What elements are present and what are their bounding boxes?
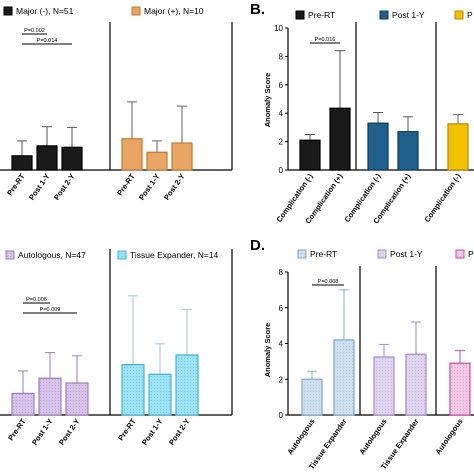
y-tick-label-b: 2 [279, 138, 284, 147]
legend-label-d-1: Post 1-Y [390, 249, 423, 259]
x-tick-label-a: Post 2-Y [162, 172, 187, 202]
bar-d [333, 339, 355, 416]
y-tick-label-d: 4 [279, 340, 284, 349]
bar-c [121, 364, 145, 416]
x-tick-label-c: Pre-RT [6, 417, 28, 443]
legend-label-a-1: Major (+), N=10 [144, 6, 204, 16]
p-value-label: P=0.002 [24, 28, 45, 34]
x-tick-label-c: Post 2-Y [167, 417, 192, 447]
legend-label-b-1: Post 1-Y [392, 10, 425, 20]
legend-label-c-1: Tissue Expander, N=14 [130, 250, 219, 260]
bar-b [397, 131, 419, 171]
legend-swatch-b-2 [454, 10, 464, 20]
bar-b [329, 107, 351, 171]
legend-swatch-c-0 [5, 250, 15, 260]
legend-label-d-2: Pe [468, 249, 474, 259]
x-tick-label-a: Pre-RT [5, 172, 27, 198]
legend-swatch-a-0 [3, 6, 13, 16]
bar-d [373, 356, 395, 416]
panel-label-d: D. [250, 237, 265, 254]
panel-label-b: B. [250, 1, 265, 18]
x-tick-label-a: Post 2-Y [52, 172, 77, 202]
y-tick-label-b: 8 [279, 52, 284, 61]
x-tick-label-a: Pre-RT [115, 172, 137, 198]
legend-label-c-0: Autologous, N=47 [18, 250, 86, 260]
bar-a [36, 145, 58, 171]
bar-c [11, 392, 35, 416]
bar-a [121, 138, 143, 171]
x-tick-label-c: Post 1-Y [30, 417, 55, 447]
panel-c: Autologous, N=47 Tissue Expander, N=14 Pre… [0, 249, 233, 447]
p-value-label: P=0.009 [40, 307, 61, 313]
legend-swatch-b-1 [379, 10, 389, 20]
p-value-label: P=0.008 [318, 279, 339, 285]
y-tick-label-b: 4 [279, 109, 284, 118]
p-value-label: P=0.016 [315, 37, 336, 43]
x-tick-label-c: Post 2-Y [57, 417, 82, 447]
legend-swatch-d-2 [455, 249, 465, 259]
bar-d [301, 378, 323, 416]
bar-d [405, 353, 427, 416]
y-tick-label-d: 0 [279, 411, 284, 420]
bar-b [299, 139, 321, 171]
bar-d [449, 362, 471, 416]
y-axis-title-d: Anomaly Score [263, 323, 272, 378]
y-tick-label-b: 6 [279, 81, 284, 90]
x-tick-label-d: Autologous [285, 417, 316, 456]
legend-label-a-0: Major (-), N=51 [16, 6, 74, 16]
bar-c [38, 377, 62, 416]
y-tick-label-b: 10 [274, 24, 283, 33]
x-tick-label-d: Autologous [433, 417, 464, 456]
bar-c [65, 382, 89, 416]
x-tick-label-b: Complication (-) [423, 172, 463, 224]
legend-label-d-0: Pre-RT [310, 249, 337, 259]
bar-a [171, 142, 193, 171]
y-tick-label-b: 0 [279, 166, 284, 175]
p-value-label: P=0.006 [26, 297, 47, 303]
legend-swatch-d-1 [377, 249, 387, 259]
legend-swatch-d-0 [297, 249, 307, 259]
legend-swatch-c-1 [117, 250, 127, 260]
x-tick-label-c: Post 1-Y [140, 417, 165, 447]
y-axis-title-b: Anomaly Score [263, 73, 272, 128]
x-tick-label-d: Autologous [357, 417, 388, 456]
x-tick-label-a: Post 1-Y [137, 172, 162, 202]
legend-label-b-0: Pre-RT [308, 10, 335, 20]
legend-swatch-a-1 [131, 6, 141, 16]
x-tick-label-c: Pre-RT [116, 417, 138, 443]
legend-label-b-2: P [467, 10, 473, 20]
bar-b [447, 123, 469, 171]
bar-a [61, 146, 83, 171]
x-tick-label-a: Post 1-Y [27, 172, 52, 202]
y-tick-label-d: 2 [279, 375, 284, 384]
bar-c [148, 373, 172, 416]
bar-a [11, 155, 33, 171]
bar-a [146, 151, 168, 171]
bar-c [175, 354, 199, 416]
y-tick-label-d: 8 [279, 268, 284, 277]
legend-swatch-b-0 [295, 10, 305, 20]
bar-b [367, 122, 389, 171]
y-tick-label-d: 6 [279, 304, 284, 313]
p-value-label: P=0.014 [37, 38, 58, 44]
